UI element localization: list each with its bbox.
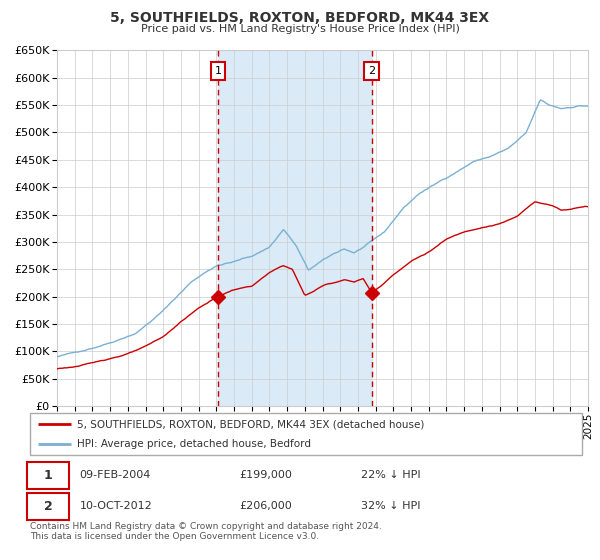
Text: £199,000: £199,000 [240,470,293,480]
Text: 22% ↓ HPI: 22% ↓ HPI [361,470,421,480]
Text: Contains HM Land Registry data © Crown copyright and database right 2024.
This d: Contains HM Land Registry data © Crown c… [30,522,382,542]
Bar [218,50,372,406]
Text: Price paid vs. HM Land Registry's House Price Index (HPI): Price paid vs. HM Land Registry's House … [140,24,460,34]
FancyBboxPatch shape [27,461,68,488]
Text: 10-OCT-2012: 10-OCT-2012 [80,501,152,511]
FancyBboxPatch shape [27,493,68,520]
Text: 2: 2 [368,66,375,76]
Text: 5, SOUTHFIELDS, ROXTON, BEDFORD, MK44 3EX (detached house): 5, SOUTHFIELDS, ROXTON, BEDFORD, MK44 3E… [77,419,424,430]
Text: £206,000: £206,000 [240,501,293,511]
Text: 09-FEB-2004: 09-FEB-2004 [80,470,151,480]
Text: 1: 1 [215,66,221,76]
Text: 32% ↓ HPI: 32% ↓ HPI [361,501,421,511]
Text: 2: 2 [44,500,52,513]
Text: 1: 1 [44,469,52,482]
Text: HPI: Average price, detached house, Bedford: HPI: Average price, detached house, Bedf… [77,439,311,449]
Text: 5, SOUTHFIELDS, ROXTON, BEDFORD, MK44 3EX: 5, SOUTHFIELDS, ROXTON, BEDFORD, MK44 3E… [110,11,490,25]
